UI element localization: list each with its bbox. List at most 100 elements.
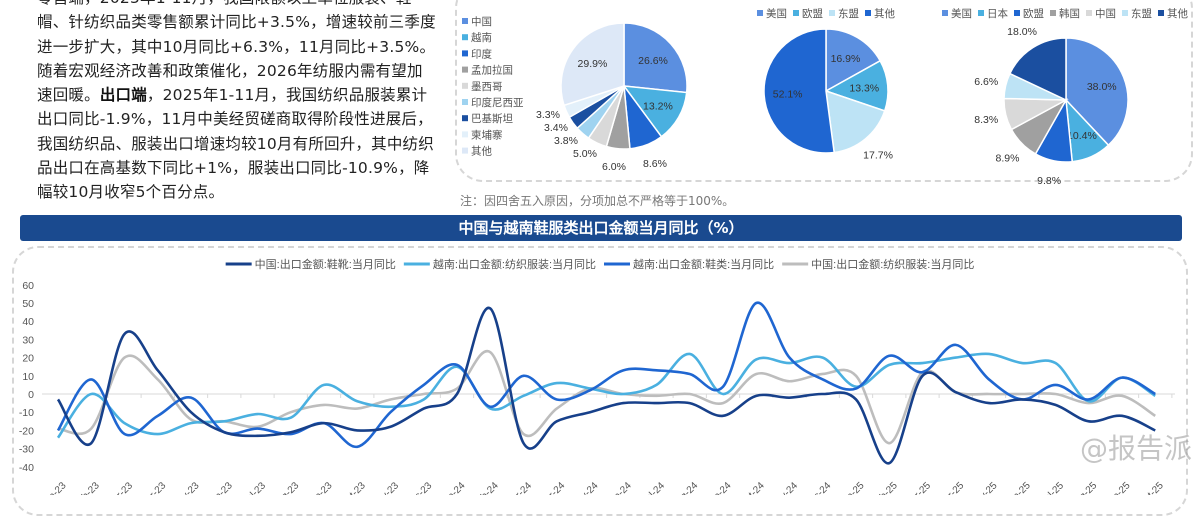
legend-swatch	[1014, 10, 1020, 16]
pie-legend-label: 日本	[987, 7, 1008, 20]
y-tick-label: 60	[22, 280, 34, 292]
x-tick-label: Sep-25	[1102, 480, 1133, 495]
legend-swatch	[1050, 10, 1056, 16]
y-tick-label: -10	[19, 407, 34, 419]
pie-value-label: 26.6%	[638, 55, 668, 67]
pie-legend-label: 其他	[1167, 7, 1189, 20]
legend-swatch	[462, 67, 468, 73]
legend-swatch	[462, 34, 468, 40]
legend-swatch	[942, 10, 948, 16]
y-tick-label: -20	[19, 425, 34, 437]
pie-legend-label: 墨西哥	[471, 81, 503, 93]
watermark: @报告派	[1080, 434, 1192, 464]
pie-value-label: 29.9%	[578, 58, 608, 70]
pie-value-label: 38.0%	[1087, 81, 1117, 93]
x-tick-label: Mar-24	[504, 480, 534, 495]
pie-value-label: 6.6%	[974, 76, 998, 88]
x-tick-label: Aug-25	[1069, 480, 1100, 495]
pie-legend-label: 中国	[471, 15, 492, 28]
x-tick-label: Sep-24	[703, 480, 734, 495]
pie-legend-label: 巴基斯坦	[471, 112, 513, 125]
y-tick-label: 30	[22, 334, 34, 346]
x-tick-label: Apr-25	[937, 480, 966, 495]
x-tick-label: Sep-23	[304, 480, 335, 495]
x-tick-label: Apr-23	[139, 480, 168, 495]
pie-value-label: 13.2%	[643, 100, 673, 112]
x-tick-label: Aug-24	[670, 480, 701, 495]
y-tick-label: 50	[22, 298, 34, 310]
pie-value-label: 10.4%	[1067, 130, 1097, 142]
x-tick-label: Jul-24	[640, 480, 667, 495]
x-tick-label: May-24	[569, 480, 601, 495]
pie-legend-label: 柬埔寨	[471, 128, 503, 141]
legend-swatch	[1158, 10, 1164, 16]
pie-value-label: 8.9%	[996, 152, 1020, 164]
pie-value-label: 17.7%	[863, 149, 893, 161]
pie-legend-label: 印度	[471, 47, 492, 60]
pie-value-label: 6.0%	[602, 161, 626, 173]
y-tick-label: 0	[28, 389, 34, 401]
pie-legend-label: 美国	[766, 7, 787, 20]
legend-swatch	[978, 10, 984, 16]
x-tick-label: Jun-23	[205, 480, 235, 495]
pie-legend-label: 韩国	[1059, 7, 1080, 20]
legend-swatch	[865, 10, 871, 16]
x-tick-label: Dec-24	[803, 480, 834, 495]
line-legend-label: 越南:出口金额:鞋类:当月同比	[633, 257, 774, 271]
legend-swatch	[1086, 10, 1092, 16]
x-tick-label: Apr-24	[538, 480, 567, 495]
legend-swatch	[462, 131, 468, 137]
legend-swatch	[462, 148, 468, 154]
pie-value-label: 5.0%	[573, 148, 597, 160]
pie-value-label: 13.3%	[849, 83, 879, 95]
pie-legend-label: 中国	[1095, 7, 1116, 20]
pie-legend-label: 东盟	[1131, 7, 1153, 20]
line-legend-label: 中国:出口金额:纺织服装:当月同比	[811, 257, 974, 271]
pie-legend-label: 欧盟	[802, 8, 823, 20]
series-line-1	[58, 308, 1155, 464]
legend-swatch	[462, 50, 468, 56]
pie-value-label: 8.3%	[974, 114, 998, 126]
y-tick-label: 40	[22, 316, 34, 328]
x-tick-label: Jun-24	[604, 480, 634, 495]
x-tick-label: Jul-23	[241, 480, 268, 495]
x-tick-label: Jan-25	[837, 480, 867, 495]
pie-value-label: 3.4%	[544, 122, 568, 134]
x-tick-label: Mar-25	[903, 480, 933, 495]
x-tick-label: Oct-25	[1137, 480, 1166, 495]
x-tick-label: Mar-23	[105, 480, 135, 495]
x-tick-label: Jun-25	[1003, 480, 1033, 495]
x-tick-label: Feb-23	[72, 480, 102, 495]
x-tick-label: May-25	[968, 480, 1000, 495]
pie-legend-label: 东盟	[838, 7, 859, 20]
pie-value-label: 3.3%	[536, 109, 560, 121]
legend-swatch	[757, 10, 763, 16]
charts-canvas: 26.6% 13.2% 8.6% 6.0% 5.0%3.8%3.4%3.3% 29.9% 中…	[0, 0, 1200, 495]
x-tick-label: Jan-23	[39, 480, 69, 495]
pie-legend-label: 越南	[471, 31, 492, 44]
x-tick-label: Oct-24	[738, 480, 767, 495]
pie-value-label: 3.8%	[554, 135, 578, 147]
x-tick-label: May-23	[170, 480, 202, 495]
x-tick-label: Jul-25	[1039, 480, 1066, 495]
legend-swatch	[1122, 10, 1128, 16]
pie-legend-label: 孟加拉国	[471, 64, 513, 77]
y-tick-label: 10	[22, 371, 34, 383]
pie-legend-label: 欧盟	[1023, 8, 1045, 20]
pie-legend-label: 其他	[471, 145, 492, 158]
y-tick-label: 20	[22, 353, 34, 365]
line-legend-label: 中国:出口金额:鞋靴:当月同比	[255, 257, 396, 271]
legend-swatch	[462, 83, 468, 89]
y-tick-label: -40	[19, 462, 34, 474]
x-tick-label: Feb-24	[471, 480, 501, 495]
pie-value-label: 9.8%	[1037, 175, 1061, 187]
series-line-3	[58, 303, 1155, 447]
x-tick-label: Aug-23	[271, 480, 302, 495]
legend-swatch	[462, 99, 468, 105]
pie-legend-label: 其他	[874, 7, 895, 20]
pie-value-label: 16.9%	[831, 53, 861, 65]
x-tick-label: Dec-23	[404, 480, 435, 495]
x-tick-label: Nov-24	[770, 480, 801, 495]
pie-value-label: 8.6%	[643, 158, 667, 170]
legend-swatch	[793, 10, 799, 16]
